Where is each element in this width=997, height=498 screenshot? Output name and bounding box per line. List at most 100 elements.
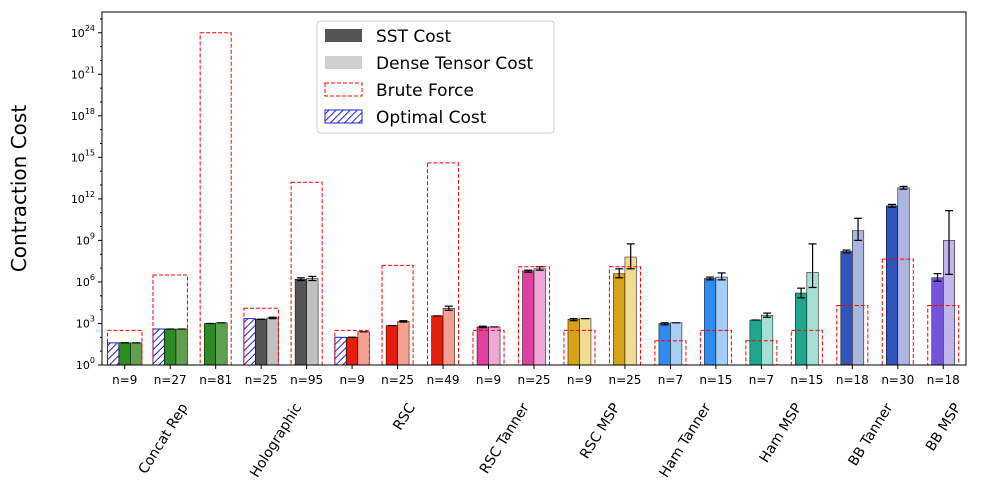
- sst-cost-bar: [886, 205, 899, 366]
- y-tick-label: 103: [76, 314, 95, 330]
- x-tick-label: n=9: [112, 373, 137, 387]
- y-tick-exponent: 0: [90, 356, 95, 365]
- group-label: BB Tanner: [845, 400, 896, 469]
- sst-cost-bar: [385, 325, 398, 366]
- x-tick-label: n=49: [427, 373, 460, 387]
- sst-cost-bar: [840, 251, 853, 366]
- x-tick-label: n=95: [290, 373, 323, 387]
- sst-cost-bar: [164, 328, 177, 366]
- y-tick-base: 10: [71, 151, 85, 164]
- brute-force-bar: [836, 304, 869, 366]
- y-tick-base: 10: [71, 27, 85, 40]
- legend-label-optimal: Optimal Cost: [376, 108, 487, 128]
- y-tick-exponent: 21: [85, 65, 95, 74]
- x-tick-label: n=7: [658, 373, 683, 387]
- dense-cost-bar: [488, 326, 501, 366]
- optimal-cost-bar: [152, 328, 165, 366]
- error-bars-layer: [120, 185, 954, 344]
- y-tick-base: 10: [76, 234, 90, 247]
- x-tick-label: n=30: [881, 373, 914, 387]
- x-tick-label: n=18: [927, 373, 960, 387]
- y-tick-label: 1015: [71, 148, 95, 164]
- x-axis: n=9 n=27 n=81 n=25 n=95 n=9 n=25 n=49 n=9 n=25 n=9…: [112, 365, 965, 480]
- dense-cost-bar: [266, 317, 279, 366]
- sst-cost-bar: [346, 337, 359, 366]
- dense-cost-bar: [852, 230, 865, 366]
- dense-cost-bar: [215, 322, 228, 366]
- y-tick-base: 10: [76, 276, 90, 289]
- sst-cost-bar: [658, 323, 671, 366]
- y-tick-exponent: 18: [85, 107, 95, 116]
- y-tick-label: 1021: [71, 65, 95, 81]
- y-tick-base: 10: [71, 68, 85, 81]
- sst-cost-bar: [704, 278, 717, 366]
- y-tick-label: 1012: [71, 190, 95, 206]
- x-tick-label: n=25: [245, 373, 278, 387]
- sst-cost-bar: [613, 273, 626, 366]
- brute-force-bar: [927, 304, 960, 366]
- x-tick-label: n=9: [567, 373, 592, 387]
- dense-cost-bar: [624, 256, 637, 366]
- x-tick-label: n=27: [154, 373, 187, 387]
- sst-cost-bar: [476, 326, 489, 366]
- legend-swatch-sst: [325, 29, 362, 42]
- x-tick-label: n=15: [699, 373, 732, 387]
- sst-cost-bar: [567, 319, 580, 366]
- y-tick-exponent: 15: [85, 148, 95, 157]
- dense-cost-bar: [175, 328, 188, 366]
- y-tick-label: 1018: [71, 107, 95, 123]
- x-tick-label: n=25: [381, 373, 414, 387]
- sst-cost-bar: [203, 323, 216, 366]
- y-tick-exponent: 24: [85, 24, 95, 33]
- y-tick-base: 10: [76, 359, 90, 372]
- dense-cost-bar: [897, 187, 910, 366]
- group-label: Ham MSP: [757, 401, 806, 466]
- group-label: Concat Rep: [136, 401, 192, 477]
- legend: SST Cost Dense Tensor Cost Brute Force O…: [316, 20, 555, 134]
- dense-cost-bar: [397, 321, 410, 366]
- brute-force-bar: [745, 340, 778, 366]
- legend-label-brute: Brute Force: [376, 81, 474, 101]
- y-tick-base: 10: [76, 317, 90, 330]
- group-label: RSC: [390, 400, 419, 433]
- group-label: RSC MSP: [577, 401, 624, 462]
- x-tick-label: n=18: [836, 373, 869, 387]
- sst-cost-bar: [255, 319, 268, 366]
- dense-cost-bar: [715, 276, 728, 366]
- y-tick-label: 109: [76, 231, 95, 247]
- sst-cost-bar: [749, 319, 762, 366]
- y-tick-base: 10: [71, 110, 85, 123]
- group-label: Holographic: [247, 401, 305, 481]
- bars-layer: [106, 187, 956, 366]
- y-tick-exponent: 9: [90, 231, 95, 240]
- y-tick-exponent: 12: [85, 190, 95, 199]
- sst-cost-bar: [795, 292, 808, 366]
- y-tick-base: 10: [71, 193, 85, 206]
- optimal-cost-bar: [334, 336, 347, 366]
- brute-force-bar: [654, 340, 687, 366]
- sst-cost-bar: [931, 277, 944, 366]
- legend-swatch-brute: [324, 82, 363, 97]
- dense-cost-bar: [761, 314, 774, 366]
- sst-cost-bar: [118, 342, 131, 366]
- x-tick-label: n=15: [790, 373, 823, 387]
- y-tick-label: 106: [76, 273, 95, 289]
- y-tick-exponent: 6: [90, 273, 95, 282]
- sst-cost-bar: [431, 315, 444, 366]
- legend-label-dense: Dense Tensor Cost: [376, 54, 534, 74]
- legend-label-sst: SST Cost: [376, 27, 451, 47]
- x-tick-label: n=81: [199, 373, 232, 387]
- dense-cost-bar: [442, 307, 455, 366]
- optimal-cost-bar: [106, 342, 120, 366]
- y-tick-label: 1024: [71, 24, 95, 40]
- dense-cost-bar: [357, 331, 370, 366]
- dense-cost-bar: [130, 342, 143, 366]
- x-tick-label: n=7: [749, 373, 774, 387]
- legend-swatch-optimal: [324, 109, 363, 124]
- x-tick-label: n=9: [339, 373, 364, 387]
- legend-swatch-dense: [325, 56, 362, 69]
- dense-cost-bar: [670, 322, 683, 366]
- x-tick-label: n=25: [608, 373, 641, 387]
